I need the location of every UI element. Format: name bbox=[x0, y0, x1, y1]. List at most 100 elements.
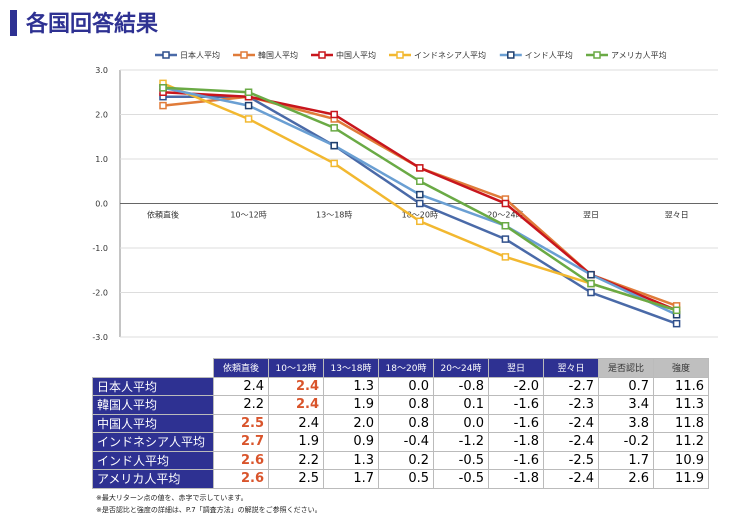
legend-marker bbox=[240, 51, 248, 59]
table-cell: -1.6 bbox=[488, 450, 544, 470]
table-cell: 0.7 bbox=[598, 376, 654, 396]
table-cell: -2.7 bbox=[543, 376, 599, 396]
table-cell: 0.2 bbox=[378, 450, 434, 470]
table-cell: 2.4 bbox=[268, 395, 324, 415]
table-cell: 0.8 bbox=[378, 413, 434, 433]
table-cell: -1.6 bbox=[488, 395, 544, 415]
data-point bbox=[416, 164, 424, 172]
table-cell: 2.6 bbox=[598, 469, 654, 489]
table-cell: 11.3 bbox=[653, 395, 709, 415]
table-cell: 2.2 bbox=[213, 395, 269, 415]
table-cell: 1.3 bbox=[323, 376, 379, 396]
table-cell: 2.7 bbox=[213, 432, 269, 452]
legend-label: インド人平均 bbox=[525, 50, 573, 60]
title-accent-bar bbox=[10, 10, 17, 36]
table-cell: -1.8 bbox=[488, 432, 544, 452]
column-header: 20～24時 bbox=[433, 358, 489, 378]
table-cell: 2.4 bbox=[268, 376, 324, 396]
column-header: 翌々日 bbox=[543, 358, 599, 378]
data-point bbox=[244, 88, 253, 96]
row-label: 韓国人平均 bbox=[92, 395, 214, 415]
table-cell: 3.8 bbox=[598, 413, 654, 433]
table-row: インド人平均 2.6 2.2 1.3 0.2 -0.5 -1.6 -2.5 1.7 10.9 bbox=[92, 450, 709, 470]
data-point bbox=[159, 84, 167, 92]
data-point bbox=[587, 270, 595, 279]
legend-label: 日本人平均 bbox=[180, 50, 220, 60]
data-point bbox=[587, 279, 595, 288]
x-tick-label: 依頼直後 bbox=[147, 210, 179, 220]
x-tick-label: 翌日 bbox=[583, 211, 599, 220]
table-cell: 11.8 bbox=[653, 413, 709, 433]
table-cell: -0.8 bbox=[433, 376, 489, 396]
row-label: 日本人平均 bbox=[92, 376, 214, 396]
x-tick-label: 13～18時 bbox=[316, 211, 352, 220]
table-cell: -2.4 bbox=[543, 413, 599, 433]
table-cell: -0.2 bbox=[598, 432, 654, 452]
table-row: 日本人平均 2.4 2.4 1.3 0.0 -0.8 -2.0 -2.7 0.7 11.6 bbox=[92, 376, 709, 396]
x-tick-label: 20～24時 bbox=[487, 211, 523, 220]
y-tick-label: -1.0 bbox=[92, 244, 108, 253]
table-cell: 2.2 bbox=[268, 450, 324, 470]
row-label: アメリカ人平均 bbox=[92, 469, 214, 489]
table-cell: 11.6 bbox=[653, 376, 709, 396]
data-point bbox=[501, 253, 510, 261]
y-tick-label: -3.0 bbox=[92, 333, 108, 342]
legend-label: 韓国人平均 bbox=[258, 50, 298, 60]
data-point bbox=[501, 199, 510, 208]
table-cell: -2.5 bbox=[543, 450, 599, 470]
legend-label: 中国人平均 bbox=[336, 50, 376, 60]
data-table: 依頼直後 10～12時 13～18時 18～20時 20～24時 翌日 翌々日 是否認比 強度日… bbox=[92, 358, 709, 489]
table-cell: 2.6 bbox=[213, 469, 269, 489]
footnote-2: ※是否認比と強度の詳細は、P.7「調査方法」の解説をご参照ください。 bbox=[96, 506, 322, 514]
data-point bbox=[416, 199, 424, 208]
column-header: 13～18時 bbox=[323, 358, 379, 378]
data-point bbox=[672, 319, 681, 328]
y-tick-label: 3.0 bbox=[95, 66, 108, 75]
table-cell: -1.6 bbox=[488, 413, 544, 433]
table-cell: 0.0 bbox=[433, 413, 489, 433]
table-row: インドネシア人平均 2.7 1.9 0.9 -0.4 -1.2 -1.8 -2.4 -0.2 11… bbox=[92, 432, 709, 452]
table-cell: 0.0 bbox=[378, 376, 434, 396]
data-point bbox=[416, 177, 424, 185]
y-tick-label: 2.0 bbox=[95, 111, 108, 120]
row-label: インド人平均 bbox=[92, 450, 214, 470]
table-cell: -1.8 bbox=[488, 469, 544, 489]
header-row: 依頼直後 10～12時 13～18時 18～20時 20～24時 翌日 翌々日 是否認比 強度 bbox=[92, 358, 709, 378]
table-cell: 1.7 bbox=[323, 469, 379, 489]
table-cell: 2.4 bbox=[268, 413, 324, 433]
table-cell: 0.1 bbox=[433, 395, 489, 415]
table-cell: -0.5 bbox=[433, 469, 489, 489]
legend-marker bbox=[593, 51, 601, 59]
row-label: 中国人平均 bbox=[92, 413, 214, 433]
table-cell: 2.6 bbox=[213, 450, 269, 470]
table-cell: 11.9 bbox=[653, 469, 709, 489]
data-point bbox=[501, 235, 510, 243]
data-point bbox=[330, 159, 338, 168]
legend-marker bbox=[318, 51, 326, 59]
table-cell: 1.9 bbox=[268, 432, 324, 452]
table-cell: -2.4 bbox=[543, 432, 599, 452]
table-cell: 2.4 bbox=[213, 376, 269, 396]
data-point bbox=[587, 288, 595, 297]
column-header: 依頼直後 bbox=[213, 358, 269, 378]
table-cell: 10.9 bbox=[653, 450, 709, 470]
table-cell: 11.2 bbox=[653, 432, 709, 452]
table-cell: 3.4 bbox=[598, 395, 654, 415]
table-cell: 2.5 bbox=[268, 469, 324, 489]
page-title: 各国回答結果 bbox=[26, 12, 159, 37]
table-cell: -1.2 bbox=[433, 432, 489, 452]
table-cell: 1.9 bbox=[323, 395, 379, 415]
table-cell: -0.5 bbox=[433, 450, 489, 470]
table-row: 中国人平均 2.5 2.4 2.0 0.8 0.0 -1.6 -2.4 3.8 11.8 bbox=[92, 413, 709, 433]
data-point bbox=[244, 101, 253, 110]
table-cell: 2.0 bbox=[323, 413, 379, 433]
table-cell: -2.4 bbox=[543, 469, 599, 489]
data-point bbox=[159, 101, 167, 110]
data-point bbox=[416, 190, 424, 199]
x-tick-label: 10～12時 bbox=[230, 211, 266, 220]
table-cell: 0.5 bbox=[378, 469, 434, 489]
footnote-1: ※最大リターン点の値を、赤字で示しています。 bbox=[96, 494, 248, 502]
x-tick-label: 翌々日 bbox=[665, 211, 689, 220]
data-point bbox=[672, 306, 681, 315]
data-point bbox=[501, 222, 510, 230]
